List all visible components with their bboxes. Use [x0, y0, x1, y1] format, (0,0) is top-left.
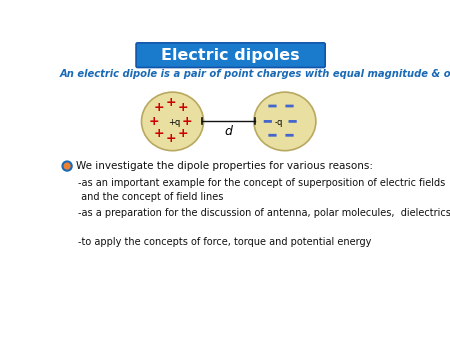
- Text: -as an important example for the concept of superposition of electric fields
 an: -as an important example for the concept…: [78, 178, 445, 201]
- Text: We investigate the dipole properties for various reasons:: We investigate the dipole properties for…: [76, 161, 373, 171]
- Text: An electric dipole is a pair of point charges with equal magnitude & opposite si: An electric dipole is a pair of point ch…: [59, 69, 450, 79]
- FancyBboxPatch shape: [285, 105, 294, 107]
- FancyBboxPatch shape: [285, 134, 294, 137]
- Text: +: +: [148, 115, 159, 128]
- Text: +q: +q: [168, 118, 180, 127]
- Ellipse shape: [141, 92, 203, 151]
- Text: +: +: [178, 127, 189, 140]
- Text: +: +: [153, 127, 164, 140]
- FancyBboxPatch shape: [288, 120, 297, 123]
- FancyBboxPatch shape: [268, 134, 277, 137]
- Text: +: +: [153, 101, 164, 114]
- Text: d: d: [225, 125, 233, 138]
- Text: Electric dipoles: Electric dipoles: [161, 48, 300, 63]
- Text: -q: -q: [274, 118, 283, 127]
- Ellipse shape: [254, 92, 316, 151]
- Text: -to apply the concepts of force, torque and potential energy: -to apply the concepts of force, torque …: [78, 237, 371, 247]
- FancyBboxPatch shape: [264, 120, 272, 123]
- FancyBboxPatch shape: [136, 43, 325, 68]
- Text: +: +: [166, 132, 176, 145]
- Text: -as a preparation for the discussion of antenna, polar molecules,  dielectrics, : -as a preparation for the discussion of …: [78, 208, 450, 218]
- Text: +: +: [178, 101, 189, 114]
- Circle shape: [63, 162, 72, 171]
- FancyBboxPatch shape: [268, 105, 277, 107]
- Text: +: +: [181, 115, 192, 128]
- Text: +: +: [166, 96, 176, 110]
